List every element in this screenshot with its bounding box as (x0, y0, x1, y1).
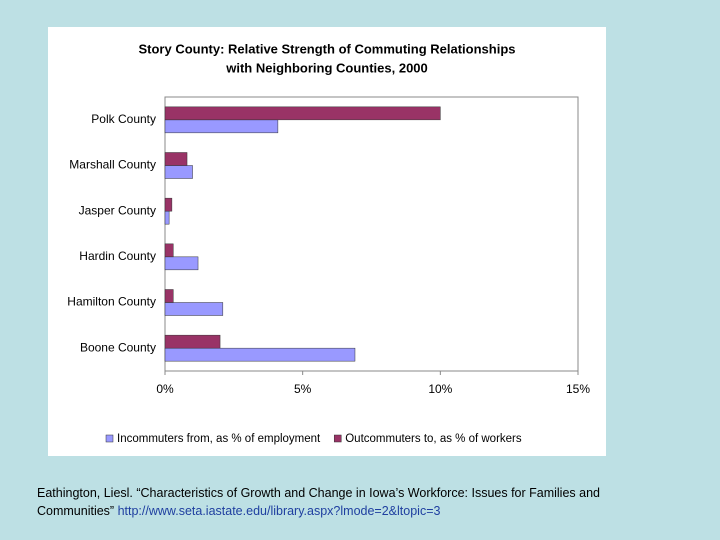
chart: Story County: Relative Strength of Commu… (48, 27, 606, 456)
x-tick-label: 0% (156, 382, 174, 396)
bar (164, 152, 188, 166)
x-tick-label: 5% (294, 382, 312, 396)
bar (164, 334, 221, 349)
y-tick-label: Hamilton County (67, 295, 156, 309)
bar (164, 165, 193, 179)
x-tick-label: 10% (428, 382, 452, 396)
legend-label: Outcommuters to, as % of workers (345, 433, 522, 445)
citation-link[interactable]: http://www.seta.iastate.edu/library.aspx… (117, 504, 441, 518)
bar (164, 302, 224, 316)
bar (164, 289, 174, 303)
bar (164, 256, 199, 271)
y-tick-label: Marshall County (69, 158, 156, 172)
citation-text: Eathington, Liesl. “Characteristics of G… (37, 486, 600, 518)
bar (164, 243, 174, 258)
y-tick-label: Hardin County (79, 249, 156, 263)
bar (164, 106, 441, 121)
y-tick-label: Jasper County (79, 203, 156, 217)
bar (164, 119, 279, 134)
y-tick-label: Boone County (80, 340, 156, 354)
bar (164, 210, 170, 225)
x-tick-label: 15% (566, 382, 590, 396)
bar (164, 197, 173, 212)
bar (164, 347, 356, 362)
legend-swatch (105, 434, 114, 443)
chart-area (48, 27, 606, 456)
plot-area (164, 96, 579, 372)
chart-title: Story County: Relative Strength of Commu… (138, 41, 515, 56)
chart-title: with Neighboring Counties, 2000 (225, 60, 428, 75)
legend-swatch (333, 434, 342, 443)
citation: Eathington, Liesl. “Characteristics of G… (37, 484, 677, 520)
y-tick-label: Polk County (91, 112, 156, 126)
legend-label: Incommuters from, as % of employment (117, 433, 321, 445)
